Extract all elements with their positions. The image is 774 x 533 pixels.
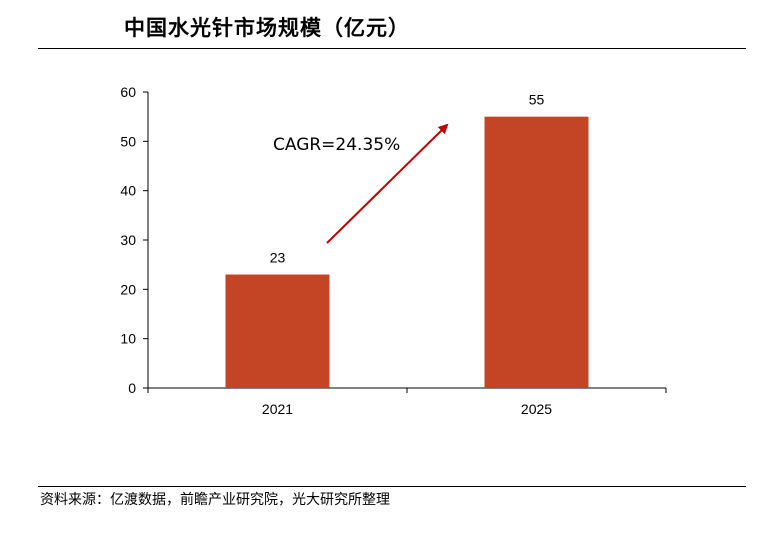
x-tick-label-2021: 2021 bbox=[262, 401, 293, 417]
x-tick-label-2025: 2025 bbox=[521, 401, 552, 417]
source-note: 资料来源：亿渡数据，前瞻产业研究院，光大研究所整理 bbox=[40, 492, 390, 508]
bar-2021 bbox=[225, 274, 330, 388]
y-tick-label: 30 bbox=[120, 232, 136, 248]
cagr-arrow bbox=[326, 123, 449, 244]
bar-2025 bbox=[484, 116, 589, 389]
cagr-annotation: CAGR=24.35% bbox=[273, 135, 400, 155]
y-tick-label: 20 bbox=[120, 281, 136, 297]
y-tick-label: 50 bbox=[120, 133, 136, 149]
data-label-2021: 23 bbox=[270, 250, 286, 266]
title-divider bbox=[38, 48, 746, 49]
data-label-2025: 55 bbox=[529, 92, 545, 108]
y-tick-label: 10 bbox=[120, 331, 136, 347]
y-tick-label: 40 bbox=[120, 183, 136, 199]
y-tick-label: 0 bbox=[128, 380, 136, 396]
y-tick-label: 60 bbox=[120, 84, 136, 100]
source-divider bbox=[38, 486, 746, 487]
chart-title: 中国水光针市场规模（亿元） bbox=[124, 16, 410, 40]
